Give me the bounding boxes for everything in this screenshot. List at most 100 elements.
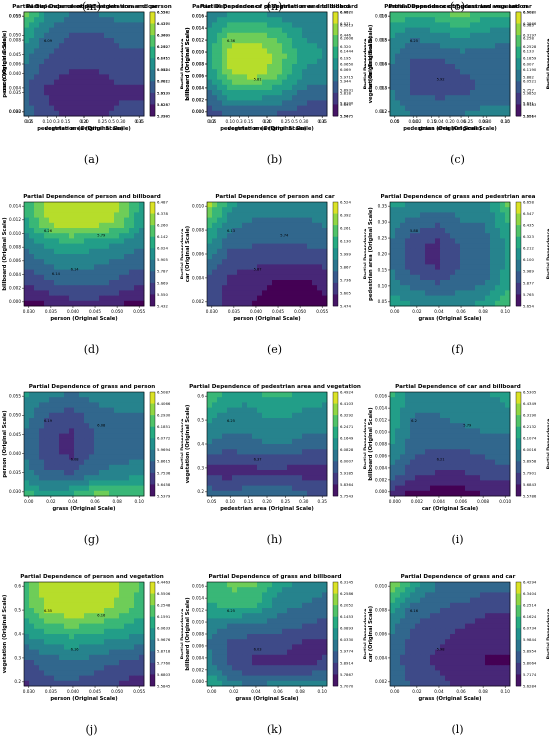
contour-cell bbox=[395, 202, 401, 208]
contour-cell bbox=[227, 202, 233, 208]
contour-cell bbox=[430, 300, 436, 307]
contour-cell bbox=[282, 207, 288, 213]
contour-cell bbox=[480, 423, 486, 429]
contour-cell bbox=[69, 233, 75, 239]
contour-cell bbox=[104, 597, 110, 604]
contour-label: 5.87 bbox=[254, 268, 262, 272]
contour-cell bbox=[500, 259, 506, 265]
contour-cell bbox=[89, 449, 95, 455]
contour-cell bbox=[257, 295, 263, 302]
contour-cell bbox=[450, 464, 456, 471]
contour-cell bbox=[395, 438, 401, 445]
contour-cell bbox=[410, 438, 416, 445]
contour-cell bbox=[277, 480, 283, 486]
contour-cell bbox=[124, 407, 130, 414]
contour-cell bbox=[450, 254, 456, 260]
contour-cell bbox=[410, 454, 416, 460]
contour-cell bbox=[277, 228, 283, 234]
contour-cell bbox=[297, 202, 303, 208]
contour-cell bbox=[282, 243, 288, 250]
contour-cell bbox=[317, 402, 323, 408]
contour-cell bbox=[430, 412, 436, 419]
contour-cell bbox=[207, 207, 213, 213]
contour-cell bbox=[390, 212, 396, 218]
contour-cell bbox=[420, 274, 426, 281]
contour-cell bbox=[292, 233, 298, 239]
contour-cell bbox=[282, 449, 288, 455]
colorbar-tick-label: 6.558 bbox=[157, 9, 168, 14]
contour-cell bbox=[415, 238, 421, 244]
x-tick-label: 0.15 bbox=[244, 119, 254, 124]
contour-cell bbox=[440, 490, 446, 497]
contour-cell bbox=[104, 397, 110, 403]
contour-cell bbox=[390, 433, 396, 440]
contour-cell bbox=[322, 254, 328, 260]
contour-cell bbox=[297, 464, 303, 471]
contour-cell bbox=[475, 397, 481, 403]
contour-cell bbox=[29, 228, 35, 234]
contour-cell bbox=[257, 254, 263, 260]
contour-cell bbox=[395, 485, 401, 492]
contour-cell bbox=[395, 274, 401, 281]
contour-cell bbox=[420, 264, 426, 270]
contour-cell bbox=[252, 392, 258, 398]
contour-cell bbox=[480, 459, 486, 466]
contour-cell bbox=[490, 290, 496, 296]
contour-cell bbox=[312, 280, 318, 286]
contour-cell bbox=[232, 407, 238, 414]
contour-cell bbox=[297, 392, 303, 398]
chart-title: Partial Dependence of car and billboard bbox=[395, 384, 521, 390]
contour-cell bbox=[277, 207, 283, 213]
colorbar-frame bbox=[149, 201, 156, 307]
contour-cell bbox=[277, 259, 283, 265]
contour-cell bbox=[272, 444, 278, 450]
contour-cell bbox=[69, 259, 75, 265]
contour-cell bbox=[475, 217, 481, 224]
contour-cell bbox=[29, 264, 35, 270]
contour-cell bbox=[495, 438, 501, 445]
contour-cell bbox=[455, 274, 461, 281]
contour-cell bbox=[79, 470, 85, 476]
contour-cell bbox=[410, 407, 416, 414]
x-tick-label: 0.040 bbox=[250, 309, 262, 314]
contour-cell bbox=[59, 412, 65, 419]
contour-cell bbox=[39, 490, 45, 497]
contour-cell bbox=[44, 243, 50, 250]
contour-cell bbox=[34, 243, 40, 250]
contour-cell bbox=[69, 459, 75, 466]
contour-label: 6.37 bbox=[254, 458, 262, 462]
contour-cell bbox=[217, 444, 223, 450]
contour-cell bbox=[287, 449, 293, 455]
colorbar-label: Partial Dependence bbox=[363, 39, 366, 90]
x-axis-label: car (Original Scale) bbox=[422, 506, 478, 512]
contour-cell bbox=[440, 264, 446, 270]
colorbar-tick-label: 5.8615 bbox=[157, 459, 171, 464]
contour-cell bbox=[39, 397, 45, 403]
contour-cell bbox=[44, 202, 50, 208]
contour-cell bbox=[114, 485, 120, 492]
contour-cell bbox=[415, 274, 421, 281]
contour-cell bbox=[139, 202, 145, 208]
contour-cell bbox=[312, 254, 318, 260]
contour-cell bbox=[242, 407, 248, 414]
colorbar-tick-label: 6.435 bbox=[523, 223, 534, 228]
colorbar-tick-label: 6.378 bbox=[157, 211, 168, 216]
contour-cell bbox=[445, 228, 451, 234]
contour-cell bbox=[34, 464, 40, 471]
contour-cell bbox=[440, 438, 446, 445]
contour-cell bbox=[247, 248, 253, 255]
contour-cell bbox=[89, 433, 95, 440]
contour-cell bbox=[207, 412, 213, 419]
contour-cell bbox=[217, 454, 223, 460]
panel-caption: (i) bbox=[451, 533, 464, 546]
contour-cell bbox=[445, 459, 451, 466]
contour-label: 6.21 bbox=[437, 458, 445, 462]
contour-cell bbox=[415, 438, 421, 445]
contour-cell bbox=[89, 217, 95, 224]
chart-title: Partial Dependence of grass and pedestri… bbox=[381, 194, 536, 200]
contour-cell bbox=[500, 459, 506, 466]
contour-cell bbox=[59, 392, 65, 398]
contour-cell bbox=[237, 490, 243, 497]
contour-cell bbox=[262, 295, 268, 302]
contour-cell bbox=[405, 202, 411, 208]
